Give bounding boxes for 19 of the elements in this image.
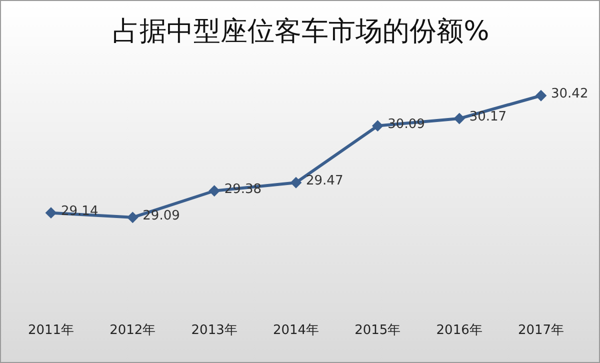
point xyxy=(454,113,465,124)
point xyxy=(290,177,302,188)
data-label: 30.42 xyxy=(551,86,588,102)
point xyxy=(127,212,138,223)
x-tick-label: 2011年 xyxy=(28,323,74,338)
x-tick-label: 2012年 xyxy=(110,323,156,338)
data-label: 29.47 xyxy=(306,174,344,189)
point xyxy=(372,120,384,132)
data-label: 29.09 xyxy=(142,208,180,224)
data-label: 30.17 xyxy=(469,110,507,125)
x-tick-label: 2015年 xyxy=(354,323,401,338)
x-tick-label: 2013年 xyxy=(191,323,238,338)
x-tick-label: 2014年 xyxy=(272,323,320,338)
x-tick-label: 2016年 xyxy=(436,323,482,338)
x-tick-label: 2017年 xyxy=(518,323,564,338)
point xyxy=(46,207,56,218)
point xyxy=(208,185,220,196)
chart-title: 占据中型座位客车市场的份额% xyxy=(112,15,490,49)
point xyxy=(536,90,546,102)
